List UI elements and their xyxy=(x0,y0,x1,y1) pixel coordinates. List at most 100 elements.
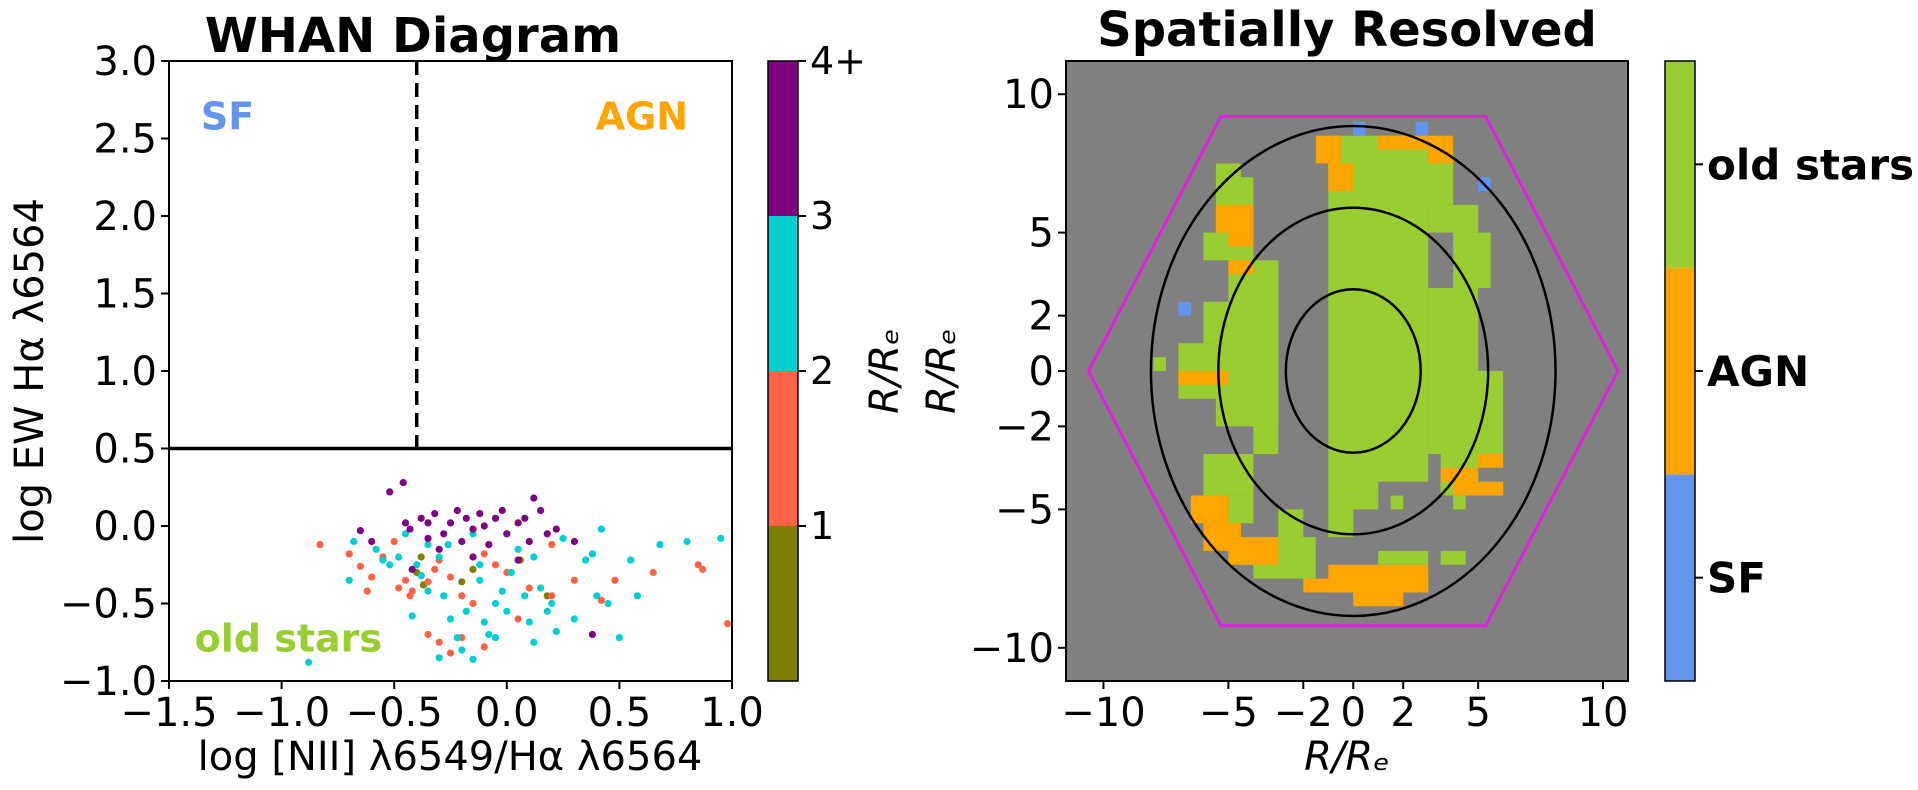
whan-point-s1-1 xyxy=(345,550,353,558)
spatial-colorbar-label: old stars xyxy=(1707,140,1914,189)
whan-colorbar-bin xyxy=(768,61,798,216)
spatial-y-tick-label: −2 xyxy=(995,404,1054,450)
whan-point-s1-27 xyxy=(694,561,702,569)
whan-point-s2-52 xyxy=(444,541,452,549)
whan-point-s3-30 xyxy=(588,630,597,639)
spatial-pixel-block-old-stars xyxy=(1453,232,1491,288)
spatial-pixel-block-old-stars xyxy=(1228,495,1254,524)
whan-point-s1-13 xyxy=(469,599,477,608)
whan-y-tick-label: −0.5 xyxy=(60,582,157,628)
ifu-hexagon-outline xyxy=(1086,114,1620,628)
whan-point-s3-25 xyxy=(530,494,538,502)
whan-point-s1-36 xyxy=(597,596,606,605)
whan-point-s3-31 xyxy=(408,565,416,574)
spatial-y-tick-label: −5 xyxy=(995,487,1054,533)
whan-point-s1-34 xyxy=(431,565,439,574)
effective-radius-ellipses xyxy=(1149,124,1557,618)
whan-point-s2-15 xyxy=(458,646,466,654)
spatial-colorbar-frame xyxy=(1664,60,1696,682)
whan-point-s3-13 xyxy=(458,537,466,546)
spatial-pixel-block-agn xyxy=(1190,495,1204,510)
effective-radius-ellipse-3 xyxy=(1149,124,1557,618)
whan-point-s2-45 xyxy=(435,654,443,662)
whan-point-s2-36 xyxy=(593,592,601,600)
whan-point-s2-26 xyxy=(521,592,529,600)
whan-title: WHAN Diagram xyxy=(205,8,621,64)
spatial-pixel-block-agn xyxy=(1178,371,1229,385)
whan-y-tick-label: 2.0 xyxy=(93,194,157,240)
whan-point-s1-35 xyxy=(446,649,455,657)
effective-radius-ellipse-2 xyxy=(1217,206,1490,536)
whan-point-s3-3 xyxy=(399,479,407,487)
whan-point-s3-24 xyxy=(525,537,533,546)
whan-point-s3-15 xyxy=(469,525,477,533)
whan-colorbar-bin xyxy=(768,216,798,371)
spatial-x-tick-label: −10 xyxy=(1061,690,1145,736)
whan-point-s3-32 xyxy=(570,537,579,546)
spatial-pixel-block-old-stars xyxy=(1278,509,1304,538)
whan-point-s2-18 xyxy=(476,576,484,584)
region-label-sf: SF xyxy=(201,94,254,138)
whan-x-axis: −1.5 −1.0 −0.5 0.0 0.5 1.0 xyxy=(120,681,764,736)
spatial-pixel-block-old-stars xyxy=(1453,495,1466,510)
whan-point-s2-0 xyxy=(305,658,313,667)
spatial-colorbar-segment xyxy=(1665,267,1695,475)
spatial-pixel-block-agn xyxy=(1415,578,1429,593)
whan-point-s2-50 xyxy=(408,612,416,620)
whan-point-s2-28 xyxy=(530,553,538,561)
spatial-y-tick-label: 5 xyxy=(1029,211,1054,257)
whan-colorbar-tick-label: 4+ xyxy=(810,39,866,83)
whan-colorbar-tick-label: 1 xyxy=(810,504,834,548)
whan-point-s2-46 xyxy=(469,655,477,663)
spatial-y-tick-label: 10 xyxy=(1003,72,1054,118)
whan-point-s3-16 xyxy=(476,509,484,518)
whan-point-s3-2 xyxy=(386,488,394,496)
spatial-pixel-block-agn xyxy=(1228,537,1279,565)
whan-plot-frame xyxy=(168,60,733,682)
whan-y-label: log EW Hα λ6564 xyxy=(7,198,53,544)
spatial-y-tick-label: 0 xyxy=(1029,349,1054,395)
spatial-pixel-block-old-stars xyxy=(1203,301,1279,344)
whan-y-tick-label: 1.5 xyxy=(93,272,157,318)
whan-colorbar-tick-label: 3 xyxy=(810,194,834,238)
whan-point-s2-51 xyxy=(424,587,432,595)
whan-point-s3-34 xyxy=(424,519,432,527)
spatial-x-tick-label: −5 xyxy=(1199,690,1258,736)
whan-point-s1-29 xyxy=(723,620,732,628)
whan-point-s3-20 xyxy=(498,506,506,515)
whan-point-s3-6 xyxy=(417,514,425,522)
whan-panel: WHAN Diagram SF AGN old stars −1.5 −1.0 −0… xyxy=(7,8,908,780)
whan-point-s1-14 xyxy=(480,550,488,558)
spatial-pixel-block-sf xyxy=(1415,121,1429,136)
whan-x-tick-label: 0.5 xyxy=(588,690,652,736)
spatial-pixel-block-old-stars xyxy=(1203,454,1254,496)
whan-point-s1-12 xyxy=(458,592,466,600)
spatial-pixel-block-agn xyxy=(1453,481,1504,496)
spatial-pixel-block-old-stars xyxy=(1403,163,1454,205)
whan-point-s2-27 xyxy=(525,618,533,626)
whan-point-s2-19 xyxy=(480,618,488,626)
whan-point-s2-23 xyxy=(503,607,511,615)
whan-y-tick-label: 3.0 xyxy=(93,39,157,85)
whan-point-s3-9 xyxy=(435,545,443,553)
whan-point-s2-6 xyxy=(395,553,403,561)
whan-point-s1-33 xyxy=(408,587,416,595)
whan-point-s1-0 xyxy=(316,541,324,549)
whan-point-s2-41 xyxy=(633,592,642,600)
whan-point-s2-3 xyxy=(372,545,380,553)
whan-point-s3-5 xyxy=(406,525,414,533)
whan-x-tick-label: −1.0 xyxy=(233,690,330,736)
whan-point-s3-29 xyxy=(514,556,522,564)
spatial-title: Spatially Resolved xyxy=(1097,2,1597,58)
region-label-agn: AGN xyxy=(596,94,688,138)
whan-point-s2-42 xyxy=(656,541,664,549)
effective-radius-ellipse-1 xyxy=(1284,288,1422,454)
spatial-x-tick-label: 0 xyxy=(1341,690,1366,736)
spatial-pixel-block-agn xyxy=(1315,135,1341,164)
whan-point-s3-26 xyxy=(537,506,545,515)
spatial-y-tick-label: 2 xyxy=(1029,294,1054,340)
whan-x-tick-label: −1.5 xyxy=(120,690,217,736)
spatial-pixel-block-sf xyxy=(1353,121,1366,136)
spatial-pixel-block-agn xyxy=(1353,592,1404,607)
